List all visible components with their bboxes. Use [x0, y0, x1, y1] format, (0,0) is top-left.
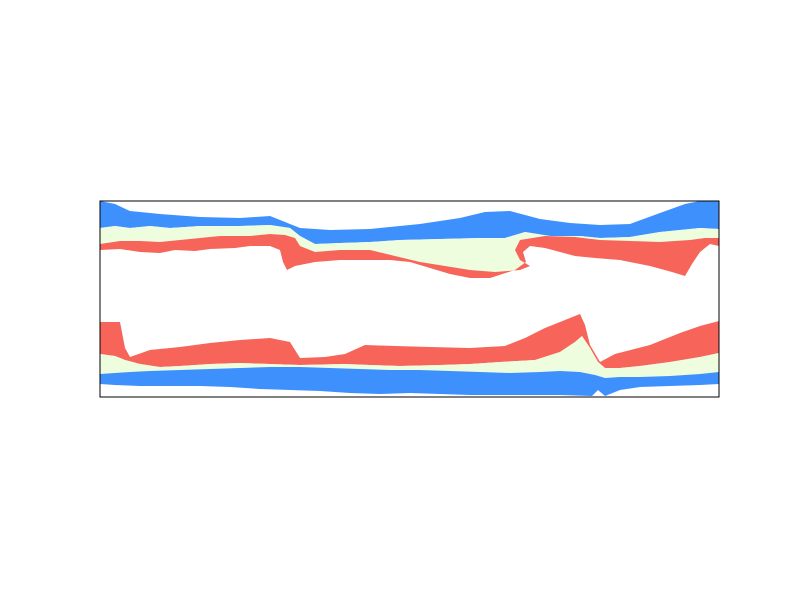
lower-red-band	[100, 314, 719, 368]
plot-frame	[99, 200, 720, 398]
lower-blue-band	[100, 367, 719, 396]
upper-blue-band	[100, 201, 719, 244]
upper-red-band	[100, 234, 719, 278]
lower-green-band	[100, 336, 719, 378]
upper-green-band	[100, 225, 719, 272]
plot-area	[100, 201, 719, 396]
